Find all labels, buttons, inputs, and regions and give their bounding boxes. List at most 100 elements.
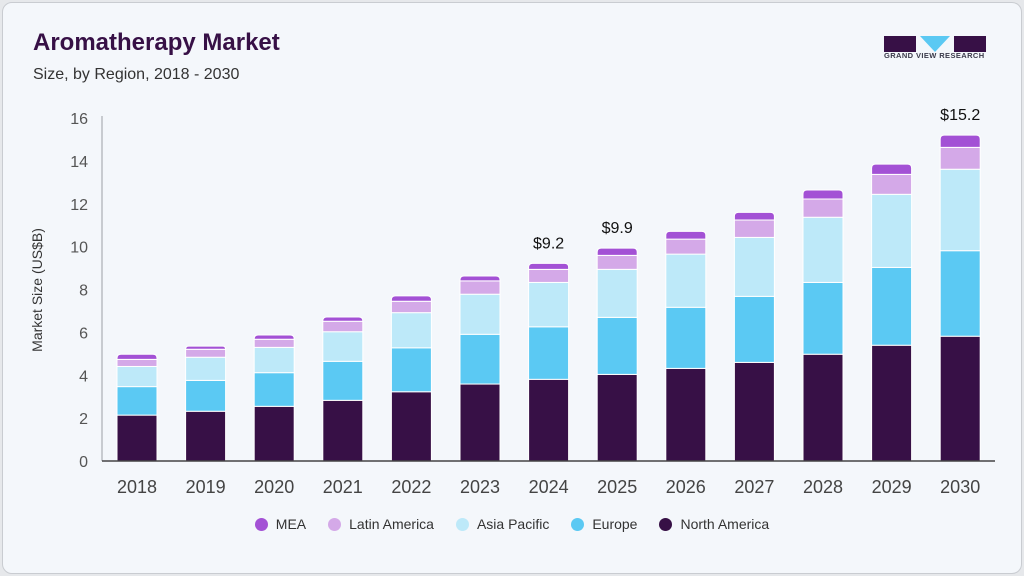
bar-segment-latin-america [322,320,364,333]
bar-segment-europe [802,281,844,355]
bar-segment-asia-pacific [939,168,981,252]
bar-segment-north-america [322,399,364,462]
bar-segment-latin-america [871,173,913,195]
bar-segment-mea [185,345,227,350]
x-tick-label: 2020 [254,477,294,497]
bar-segment-north-america [390,391,432,462]
bar-segment-latin-america [253,338,295,348]
bar-segment-mea [871,163,913,175]
bar-segment-asia-pacific [390,312,432,349]
bar-segment-north-america [665,367,707,462]
data-label: $15.2 [940,107,980,124]
bar-segment-asia-pacific [665,253,707,308]
bar-segment-north-america [939,335,981,462]
bar-segment-north-america [596,373,638,462]
bar-segment-europe [871,266,913,346]
bar-segment-latin-america [939,146,981,170]
bar-segment-asia-pacific [871,193,913,268]
chart-title: Aromatherapy Market [33,29,280,56]
legend-label: Europe [592,516,638,532]
bar-segment-europe [322,360,364,401]
legend-item: North America [659,516,769,532]
bar-segment-north-america [116,414,158,462]
legend-swatch [455,517,469,531]
bar-segment-north-america [802,353,844,462]
y-tick-label: 8 [79,283,88,300]
legend-swatch [328,517,342,531]
bar-segment-mea [939,134,981,148]
legend-label: Asia Pacific [476,516,550,532]
bar-segment-asia-pacific [596,268,638,318]
bar-segment-north-america [185,410,227,462]
bar-segment-latin-america [665,238,707,255]
x-tick-label: 2025 [597,477,637,497]
bar-segment-latin-america [459,280,501,295]
x-tick-label: 2029 [872,477,912,497]
bar-segment-asia-pacific [802,216,844,283]
bar-segment-europe [390,347,432,393]
bar-segment-north-america [253,405,295,462]
legend-label: North America [680,516,770,532]
y-tick-label: 6 [79,325,88,342]
bar-segment-latin-america [390,300,432,314]
bar-segment-north-america [871,344,913,462]
legend-swatch [659,517,673,531]
bar-segment-europe [665,306,707,369]
data-label: $9.9 [602,220,633,237]
x-tick-label: 2019 [186,477,226,497]
bar-segment-europe [528,326,570,380]
bar-segment-mea [528,262,570,270]
legend-item: Asia Pacific [455,516,550,532]
bar-segment-north-america [528,378,570,462]
legend-item: Europe [571,516,637,532]
x-tick-label: 2021 [323,477,363,497]
x-tick-label: 2022 [391,477,431,497]
x-tick-label: 2026 [666,477,706,497]
bar-segment-europe [253,372,295,407]
y-tick-label: 12 [70,197,88,214]
y-tick-label: 16 [70,111,88,128]
bar-segment-latin-america [596,254,638,270]
bar-segment-mea [322,316,364,322]
legend-swatch [254,517,268,531]
x-tick-label: 2027 [734,477,774,497]
bar-segment-latin-america [528,268,570,283]
bar-segment-europe [459,333,501,385]
y-axis-label: Market Size (US$B) [29,228,45,352]
bar-segment-north-america [733,361,775,462]
x-tick-label: 2028 [803,477,843,497]
logo-text: GRAND VIEW RESEARCH [884,51,985,60]
x-tick-label: 2018 [117,477,157,497]
bar-segment-mea [116,353,158,360]
y-tick-label: 0 [79,454,88,471]
bar-segment-asia-pacific [733,236,775,297]
legend-label: Latin America [349,516,434,532]
bar-segment-europe [939,250,981,337]
bar-segment-latin-america [802,198,844,218]
bar-segment-mea [665,230,707,240]
bar-segment-asia-pacific [322,331,364,362]
y-tick-label: 10 [70,240,88,257]
legend-item: MEA [254,516,307,532]
bar-segment-europe [116,386,158,416]
bar-segment-latin-america [116,358,158,367]
y-tick-label: 14 [70,154,88,171]
legend: MEA Latin America Asia Pacific Europe North … [0,516,1024,532]
bar-segment-latin-america [185,348,227,358]
bar-segment-europe [185,379,227,412]
bar-segment-europe [733,295,775,363]
legend-label: MEA [275,516,307,532]
bar-segment-mea [733,211,775,221]
bar-segment-asia-pacific [185,356,227,381]
bar-segment-north-america [459,383,501,462]
bar-segment-asia-pacific [459,293,501,335]
legend-item: Latin America [328,516,434,532]
x-tick-label: 2024 [529,477,569,497]
x-tick-label: 2030 [940,477,980,497]
bar-segment-mea [253,334,295,340]
x-tick-label: 2023 [460,477,500,497]
y-tick-label: 2 [79,411,88,428]
bar-segment-europe [596,316,638,375]
bar-segment-mea [596,247,638,256]
